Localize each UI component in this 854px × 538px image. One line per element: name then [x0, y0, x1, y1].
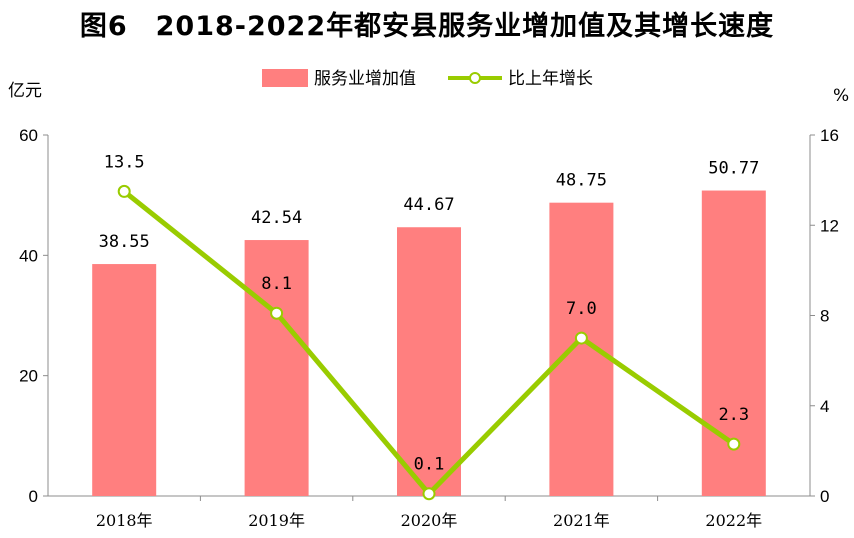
x-category-label: 2019年 — [248, 511, 305, 530]
y-left-tick-label: 20 — [19, 367, 38, 386]
growth-value-label: 13.5 — [104, 152, 145, 172]
chart-title: 图6 2018-2022年都安县服务业增加值及其增长速度 — [79, 11, 775, 42]
x-category-label: 2021年 — [553, 511, 610, 530]
bar-2019年 — [244, 240, 309, 496]
bar-value-label: 42.54 — [251, 208, 302, 228]
growth-value-label: 8.1 — [261, 274, 292, 294]
y-right-tick-label: 4 — [820, 397, 829, 416]
y-left-tick-label: 60 — [19, 126, 38, 145]
bar-2018年 — [92, 264, 157, 496]
growth-point-2020年 — [422, 487, 436, 501]
bar-value-label: 38.55 — [99, 232, 150, 252]
bar-value-label: 44.67 — [403, 195, 454, 215]
y-left-tick-label: 0 — [29, 487, 38, 506]
growth-value-label: 7.0 — [566, 299, 597, 319]
x-category-label: 2018年 — [96, 511, 153, 530]
bar-2021年 — [549, 202, 614, 496]
y-left-unit-label: 亿元 — [8, 81, 42, 101]
x-category-label: 2022年 — [705, 511, 762, 530]
x-category-label: 2020年 — [401, 511, 458, 530]
legend-swatch-bar — [262, 69, 308, 87]
growth-value-label: 0.1 — [414, 455, 445, 475]
legend-label-bar: 服务业增加值 — [314, 69, 416, 89]
bar-value-label: 50.77 — [708, 159, 759, 179]
y-left-tick-label: 40 — [19, 246, 38, 265]
bar-value-label: 48.75 — [556, 171, 607, 191]
growth-point-2021年 — [574, 331, 588, 345]
y-right-tick-label: 8 — [820, 307, 829, 326]
bar-2020年 — [397, 227, 461, 496]
y-right-tick-label: 0 — [820, 487, 829, 506]
growth-point-2018年 — [117, 184, 131, 198]
y-right-tick-label: 16 — [820, 126, 839, 145]
legend-swatch-marker — [469, 72, 481, 84]
growth-value-label: 2.3 — [718, 405, 749, 425]
growth-point-2022年 — [727, 437, 741, 451]
y-right-unit-label: % — [833, 86, 849, 106]
y-right-tick-label: 12 — [820, 216, 839, 235]
legend-label-line: 比上年增长 — [508, 69, 593, 89]
growth-point-2019年 — [270, 306, 284, 320]
